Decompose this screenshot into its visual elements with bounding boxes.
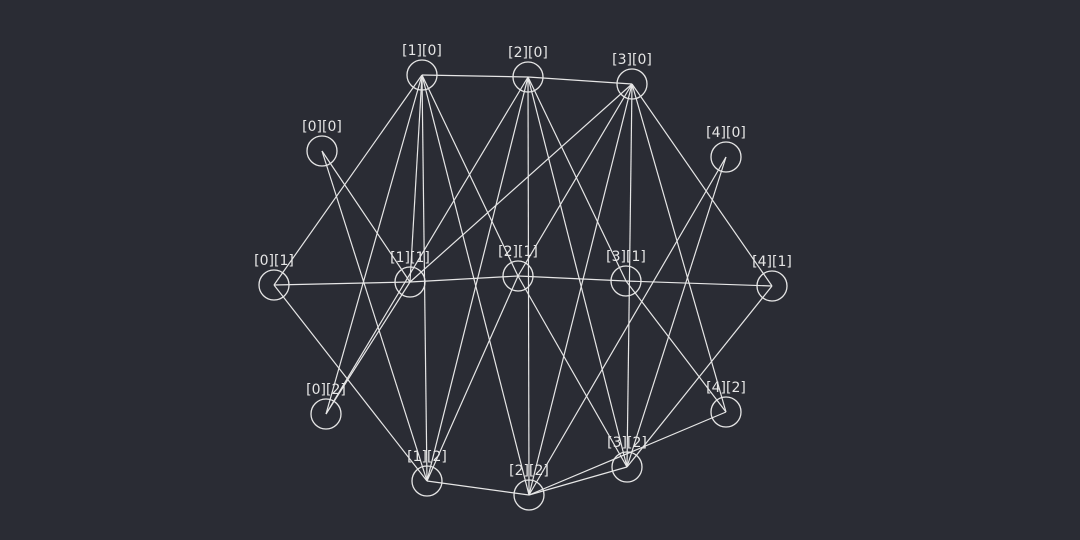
edge-1-0-to-1-1 [409, 74, 423, 283]
edge-1-1-to-2-1 [409, 275, 519, 283]
node-circle [306, 135, 338, 167]
edge-4-0-to-2-2 [528, 156, 727, 496]
node-circle [616, 68, 648, 100]
node-circle [611, 451, 643, 483]
edge-2-0-to-3-0 [527, 76, 633, 85]
node-label: [4][0] [706, 125, 746, 141]
edge-0-0-to-1-2 [321, 150, 428, 482]
node-label: [3][1] [606, 249, 646, 265]
node-label: [1][2] [407, 449, 447, 465]
node-1-0: [1][0] [402, 43, 442, 91]
node-circle [394, 266, 426, 298]
node-layer: [0][0] [1][0] [2][0] [3][0] [4][0] [0][1] [1][… [254, 43, 792, 511]
edge-1-0-to-2-1 [421, 74, 519, 277]
node-circle [710, 396, 742, 428]
edge-0-0-to-1-1 [321, 150, 411, 283]
edge-3-0-to-4-2 [631, 83, 727, 413]
node-3-1: [3][1] [606, 249, 646, 297]
node-circle [258, 269, 290, 301]
node-label: [3][0] [612, 52, 652, 68]
node-2-2: [2][2] [509, 463, 549, 511]
node-circle [406, 59, 438, 91]
edge-1-0-to-0-1 [273, 74, 423, 286]
node-label: [2][0] [508, 45, 548, 61]
edge-1-0-to-2-0 [421, 74, 529, 78]
node-0-1: [0][1] [254, 253, 294, 301]
node-2-0: [2][0] [508, 45, 548, 93]
node-1-2: [1][2] [407, 449, 447, 497]
node-0-0: [0][0] [302, 119, 342, 167]
edge-4-0-to-3-2 [626, 156, 727, 468]
edge-3-0-to-3-2 [626, 83, 633, 468]
edge-2-0-to-0-2 [325, 76, 529, 415]
edge-2-2-to-4-2 [528, 411, 727, 496]
node-0-2: [0][2] [306, 382, 346, 430]
node-3-0: [3][0] [612, 52, 652, 100]
edge-2-1-to-3-2 [517, 275, 628, 468]
node-label: [2][1] [498, 244, 538, 260]
node-circle [502, 260, 534, 292]
node-label: [4][1] [752, 254, 792, 270]
edge-1-0-to-0-2 [325, 74, 423, 415]
edge-3-0-to-4-1 [631, 83, 773, 287]
node-circle [310, 398, 342, 430]
edge-layer [273, 74, 773, 496]
node-4-0: [4][0] [706, 125, 746, 173]
node-label: [0][0] [302, 119, 342, 135]
node-circle [512, 61, 544, 93]
node-4-2: [4][2] [706, 380, 746, 428]
edge-3-1-to-4-2 [625, 280, 727, 413]
edge-2-2-to-3-2 [528, 466, 628, 496]
node-3-2: [3][2] [607, 435, 647, 483]
node-label: [4][2] [706, 380, 746, 396]
node-4-1: [4][1] [752, 254, 792, 302]
edge-1-2-to-2-2 [426, 480, 530, 496]
node-label: [1][0] [402, 43, 442, 59]
edge-2-0-to-3-1 [527, 76, 627, 282]
edge-0-2-to-1-1 [325, 281, 411, 415]
edge-0-1-to-1-2 [273, 284, 428, 482]
edge-3-0-to-2-2 [528, 83, 633, 496]
node-circle [756, 270, 788, 302]
node-label: [0][2] [306, 382, 346, 398]
edge-2-0-to-1-2 [426, 76, 529, 482]
node-label: [0][1] [254, 253, 294, 269]
node-2-1: [2][1] [498, 244, 538, 292]
edge-3-0-to-1-1 [409, 83, 633, 283]
node-circle [411, 465, 443, 497]
node-circle [513, 479, 545, 511]
edge-2-1-to-3-1 [517, 275, 627, 282]
edge-1-2-to-2-1 [426, 275, 519, 482]
node-label: [3][2] [607, 435, 647, 451]
edge-3-0-to-2-1 [517, 83, 633, 277]
node-label: [2][2] [509, 463, 549, 479]
edge-0-1-to-1-1 [273, 281, 411, 286]
edge-2-0-to-3-2 [527, 76, 628, 468]
node-label: [1][1] [390, 250, 430, 266]
node-circle [610, 265, 642, 297]
edge-3-1-to-4-1 [625, 280, 773, 287]
node-1-1: [1][1] [390, 250, 430, 298]
node-circle [710, 141, 742, 173]
